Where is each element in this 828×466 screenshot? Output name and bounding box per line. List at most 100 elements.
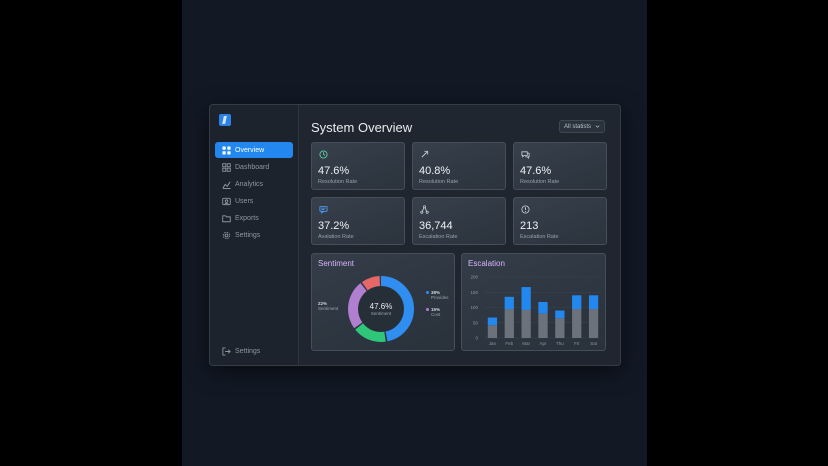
donut-center-label: Sentiment — [370, 311, 392, 316]
sidebar-item-label: Analytics — [235, 180, 264, 188]
y-tick-label: 50 — [473, 320, 479, 325]
sidebar-item-label: Dashboard — [235, 163, 270, 171]
bar-segment — [521, 287, 531, 310]
clock-icon — [319, 150, 328, 159]
legend-pct: 38% — [431, 290, 441, 295]
donut-segment — [348, 276, 414, 342]
stat-label: Escalation Rate — [419, 234, 458, 240]
bar-segment — [572, 309, 582, 338]
sentiment-left-label: Sentiment — [318, 306, 339, 311]
x-tick-label: Sat — [590, 341, 598, 346]
legend-swatch — [426, 308, 429, 312]
sentiment-panel: Sentiment 22% Sentiment 47.6% Sentiment … — [311, 253, 455, 351]
x-tick-label: Jan — [489, 341, 497, 346]
bar-segment — [487, 317, 498, 326]
message-icon — [319, 205, 328, 214]
sidebar-item-label: Exports — [235, 214, 259, 222]
panel-title: Sentiment — [318, 259, 355, 268]
grid-icon — [221, 145, 231, 155]
sentiment-donut-chart — [348, 276, 414, 342]
sidebar-item-users[interactable]: Users — [215, 193, 293, 209]
stat-label: Escalation Rate — [520, 234, 559, 240]
page-title: System Overview — [311, 120, 413, 135]
bar-segment — [555, 310, 565, 319]
bar-segment — [521, 309, 531, 338]
bar-segment — [487, 325, 498, 338]
stat-label: Resolution Rate — [419, 179, 459, 185]
donut-segment — [348, 276, 414, 342]
bar-segment — [572, 295, 582, 310]
stat-value: 36,744 — [419, 220, 453, 232]
sentiment-left-stat: 22% Sentiment — [318, 301, 338, 311]
x-tick-label: Mar — [522, 341, 530, 346]
stat-value: 47.6% — [520, 165, 552, 177]
stat-label: Avalation Rate — [318, 234, 354, 240]
alert-icon — [521, 205, 530, 214]
sidebar-item-label: Users — [235, 197, 254, 205]
stat-value: 37.2% — [318, 220, 350, 232]
sentiment-left-pct: 22% — [318, 301, 328, 306]
chevron-down-icon — [595, 125, 600, 128]
main-content: System Overview All statists 47.6% Resol… — [299, 105, 620, 365]
escalation-panel: Escalation 200 150 100 50 0 Jan Feb Mar Apr Thu Fr… — [461, 253, 606, 351]
legend-item-provides: 38% Provides — [426, 290, 449, 300]
bar-segment — [538, 313, 548, 338]
legend-label: Provides — [431, 295, 449, 300]
rocket-icon — [421, 150, 429, 158]
analytics-icon — [221, 179, 231, 189]
x-tick-label: Apr — [539, 341, 547, 346]
sidebar-item-overview[interactable]: Overview — [215, 142, 293, 158]
panel-title: Escalation — [468, 259, 505, 268]
sidebar-item-analytics[interactable]: Analytics — [215, 176, 293, 192]
sidebar-item-label: Settings — [235, 347, 261, 355]
bar-segment — [538, 302, 548, 314]
stat-value: 40.8% — [419, 165, 451, 177]
bar-segment — [588, 295, 599, 310]
users-icon — [221, 196, 231, 206]
bar-segment — [588, 309, 599, 338]
legend-swatch — [426, 291, 429, 295]
stat-card-resolution-rate[interactable]: 40.8% Resolution Rate — [412, 142, 506, 190]
logo-icon — [219, 114, 231, 126]
network-icon — [420, 205, 429, 214]
legend-label: Cost — [431, 312, 441, 317]
sidebar-item-label: Settings — [235, 231, 261, 239]
gear-icon — [221, 230, 231, 240]
logout-icon — [221, 346, 231, 356]
legend-pct: 15% — [431, 307, 441, 312]
sidebar-footer-settings[interactable]: Settings — [215, 343, 293, 359]
y-tick-label: 200 — [470, 275, 478, 280]
bar-segment — [504, 309, 514, 338]
donut-segment — [348, 276, 414, 342]
y-tick-label: 150 — [470, 290, 478, 295]
escalation-bar-chart: 200 150 100 50 0 Jan Feb Mar Apr Thu Fri Sat — [470, 275, 602, 346]
statistics-filter-dropdown[interactable]: All statists — [559, 120, 605, 133]
stat-value: 213 — [520, 220, 539, 232]
y-tick-label: 0 — [475, 336, 478, 341]
stat-card-avalation-rate[interactable]: 37.2% Avalation Rate — [311, 197, 405, 245]
bar-segment — [555, 318, 565, 338]
sidebar-item-dashboard[interactable]: Dashboard — [215, 159, 293, 175]
sidebar-item-label: Overview — [235, 146, 265, 154]
y-tick-label: 100 — [470, 305, 478, 310]
folder-icon — [221, 213, 231, 223]
sidebar-item-settings[interactable]: Settings — [215, 227, 293, 243]
stat-card-escalation-rate[interactable]: 36,744 Escalation Rate — [412, 197, 506, 245]
x-tick-label: Thu — [556, 341, 564, 346]
dashboard-icon — [221, 162, 231, 172]
x-tick-label: Feb — [505, 341, 513, 346]
stat-card-escalation-rate[interactable]: 213 Escalation Rate — [513, 197, 607, 245]
donut-hole — [358, 286, 404, 332]
stat-label: Resolution Rate — [318, 179, 358, 185]
x-tick-label: Fri — [574, 341, 579, 346]
stat-value: 47.6% — [318, 165, 350, 177]
donut-center: 47.6% Sentiment — [346, 274, 416, 344]
sidebar-item-exports[interactable]: Exports — [215, 210, 293, 226]
sidebar: Overview Dashboard Analytics Users Expor — [210, 105, 299, 365]
donut-center-value: 47.6% — [369, 302, 393, 311]
chat-icon — [521, 151, 530, 159]
bar-segment — [504, 296, 514, 310]
stat-card-resolution-rate[interactable]: 47.6% Resolution Rate — [311, 142, 405, 190]
stat-card-resolution-rate[interactable]: 47.6% Resolution Rate — [513, 142, 607, 190]
dashboard-window: Overview Dashboard Analytics Users Expor — [209, 104, 621, 366]
